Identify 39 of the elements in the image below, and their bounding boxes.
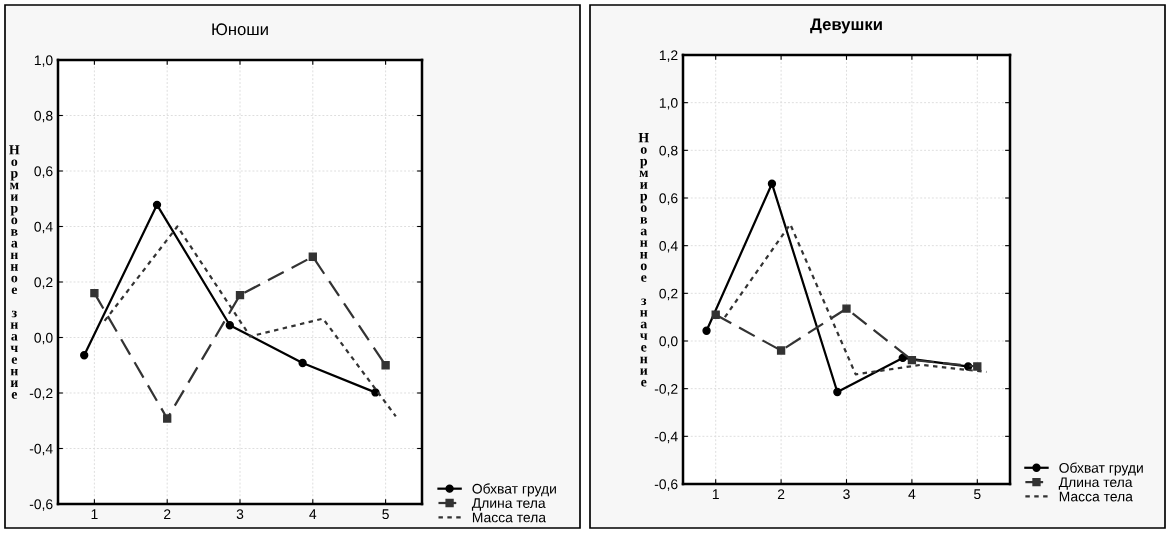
x-tick-label: 2 [164, 509, 171, 519]
y-tick-label: 1,0 [659, 98, 678, 110]
y-tick-label: -0,4 [29, 443, 53, 456]
y-tick-label: -0,6 [29, 499, 53, 511]
y-tick-label: -0,6 [654, 479, 678, 491]
y-tick-label: -0,2 [654, 384, 678, 396]
y-tick-label: 0,2 [659, 288, 678, 301]
text: Нормированное значение [638, 133, 649, 387]
y-tick-label: 1,0 [34, 55, 53, 67]
y-tick-label: 1,2 [659, 50, 678, 62]
chart-title: Девушки [810, 18, 882, 34]
y-tick-label: 0,2 [34, 277, 53, 289]
x-tick-label: 3 [843, 489, 850, 500]
y-tick-label: 0,8 [34, 110, 53, 123]
y-tick-label: 0,8 [659, 145, 678, 158]
y-tick-label: 0,4 [34, 221, 53, 234]
y-tick-label: -0,2 [29, 388, 53, 400]
legend-label: Длина тела [471, 498, 546, 511]
x-tick-label: 4 [908, 489, 916, 499]
y-tick-label: 0,6 [34, 166, 53, 178]
y-tick-label: 0,0 [659, 336, 678, 348]
chart-title: Юноши [212, 23, 268, 36]
y-tick-label: 0,0 [34, 332, 53, 345]
legend-label: Масса тела [1059, 491, 1133, 502]
x-tick-label: 1 [712, 489, 719, 499]
legend-label: Длина тела [1058, 477, 1133, 490]
y-tick-label: -0,4 [654, 431, 678, 444]
x-tick-label: 3 [236, 509, 244, 520]
legend-label: Обхват груди [1059, 462, 1143, 476]
x-tick-label: 2 [777, 489, 785, 499]
x-tick-label: 5 [973, 489, 981, 500]
legend-label: Масса тела [472, 512, 547, 523]
x-tick-label: 5 [382, 509, 389, 520]
text: Нормированное значение [9, 145, 20, 399]
x-tick-label: 4 [309, 509, 317, 519]
legend-label: Обхват груди [472, 483, 556, 497]
y-tick-label: 0,6 [659, 193, 678, 205]
y-tick-label: 0,4 [659, 241, 678, 253]
x-tick-label: 1 [91, 509, 98, 519]
